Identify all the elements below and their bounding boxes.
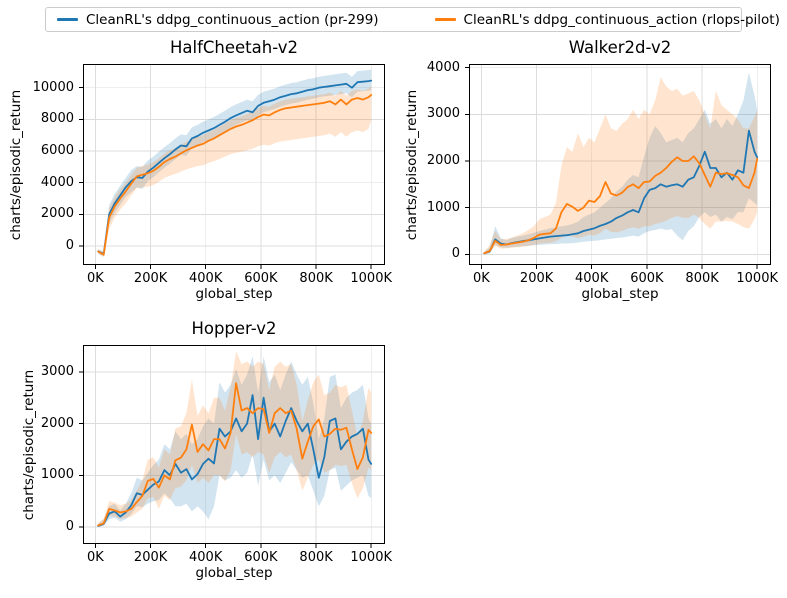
legend-line-sample-orange	[434, 18, 456, 21]
y-tick-label: 10000	[32, 79, 74, 95]
x-tick-label: 600K	[244, 550, 278, 565]
confidence-band	[98, 356, 372, 527]
axes-spines	[469, 64, 771, 265]
confidence-band	[98, 86, 372, 258]
x-tick-label: 200K	[133, 550, 168, 565]
x-tick-label: 800K	[685, 271, 719, 286]
x-axis-label: global_step	[195, 286, 273, 302]
series-line	[97, 382, 373, 527]
axes-spines	[83, 345, 385, 544]
x-tick-label: 0K	[87, 550, 104, 565]
subplot-title: HalfCheetah-v2	[169, 38, 299, 57]
x-tick-label: 1000K	[350, 271, 392, 286]
y-tick-label: 3000	[426, 106, 460, 122]
y-tick-label: 0	[451, 246, 460, 262]
y-tick-label: 2000	[426, 153, 460, 168]
subplot-halfcheetah: HalfCheetah-v2 charts/episodic_return gl…	[8, 38, 392, 302]
y-axis-label: charts/episodic_return	[21, 369, 37, 520]
x-tick-label: 600K	[244, 271, 278, 286]
y-tick-label: 0	[65, 518, 74, 534]
y-tick-label: 4000	[40, 174, 74, 190]
confidence-band	[98, 69, 372, 257]
y-tick-label: 1000	[426, 199, 460, 215]
y-tick-label: 0	[65, 238, 74, 253]
legend-line-sample-blue	[57, 18, 78, 21]
x-tick-label: 400K	[575, 271, 609, 286]
plot-area	[465, 64, 771, 269]
subplot-hopper: Hopper-v2 charts/episodic_return global_…	[21, 319, 392, 581]
legend-item-pr-299: CleanRL's ddpg_continuous_action (pr-299…	[57, 12, 379, 28]
x-tick-label: 200K	[133, 271, 168, 286]
axes-spines	[83, 64, 385, 265]
x-tick-label: 400K	[189, 271, 223, 286]
confidence-band	[484, 72, 758, 255]
legend-label-rlops-pilot: CleanRL's ddpg_continuous_action (rlops-…	[463, 11, 780, 28]
subplot-walker2d: Walker2d-v2 charts/episodic_return globa…	[404, 38, 778, 302]
plot-area	[79, 345, 385, 548]
x-tick-label: 400K	[189, 550, 223, 565]
x-tick-label: 200K	[519, 271, 554, 286]
y-tick-label: 2000	[40, 206, 74, 222]
y-tick-label: 4000	[426, 59, 460, 75]
x-tick-label: 800K	[299, 271, 333, 286]
subplot-title: Walker2d-v2	[568, 38, 672, 57]
x-tick-label: 0K	[473, 271, 490, 286]
series-line	[97, 79, 373, 255]
y-tick-label: 8000	[40, 111, 74, 127]
legend-item-rlops-pilot: CleanRL's ddpg_continuous_action (rlops-…	[434, 11, 780, 28]
y-tick-label: 1000	[40, 467, 74, 483]
x-tick-label: 0K	[87, 271, 104, 286]
x-axis-label: global_step	[195, 565, 273, 581]
confidence-band	[484, 77, 758, 255]
series-line	[483, 155, 759, 255]
y-tick-label: 3000	[40, 363, 74, 379]
x-tick-label: 1000K	[736, 271, 778, 286]
legend: CleanRL's ddpg_continuous_action (pr-299…	[45, 7, 780, 32]
series-line	[97, 93, 373, 256]
x-tick-label: 800K	[299, 550, 333, 565]
confidence-band	[98, 351, 372, 527]
legend-label-pr-299: CleanRL's ddpg_continuous_action (pr-299…	[86, 11, 379, 28]
subplot-title: Hopper-v2	[191, 319, 277, 338]
x-tick-label: 600K	[630, 271, 664, 286]
x-tick-label: 1000K	[350, 550, 392, 565]
plot-area	[79, 64, 385, 269]
x-axis-label: global_step	[581, 286, 659, 302]
y-tick-label: 2000	[40, 415, 74, 431]
y-tick-label: 6000	[40, 143, 74, 158]
